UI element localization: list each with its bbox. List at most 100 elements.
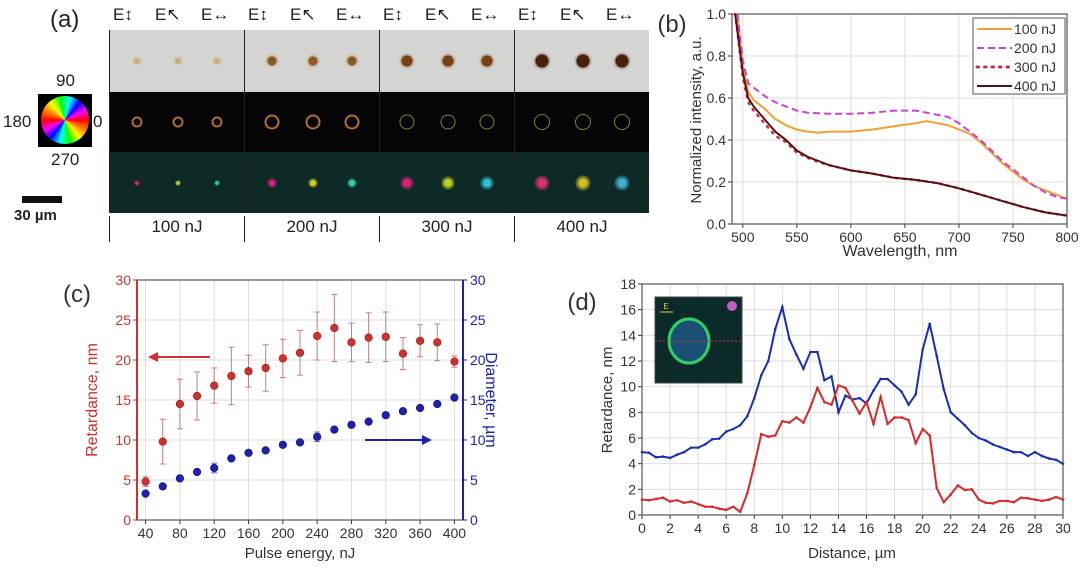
- x-tick-label: 40: [138, 525, 154, 541]
- birefringence-spot: [267, 178, 277, 188]
- legend-entry: 300 nJ: [1014, 59, 1056, 75]
- brightfield-spot: [347, 56, 357, 66]
- darkfield-ring: [440, 114, 455, 130]
- x-tick-label: 6: [722, 520, 730, 536]
- darkfield-ring: [305, 114, 320, 130]
- y-tick-label: 0: [628, 507, 636, 523]
- profile-point: [1061, 462, 1065, 465]
- x-tick-label: 18: [887, 520, 903, 536]
- micrograph-column-4: [514, 30, 649, 213]
- diameter-point: [313, 432, 322, 441]
- profile-point: [724, 508, 728, 512]
- y-tick-label: 0.6: [707, 90, 727, 106]
- profile-point: [1033, 450, 1037, 454]
- profile-point: [724, 430, 728, 433]
- profile-point: [1054, 458, 1058, 462]
- brightfield-spot: [308, 56, 317, 66]
- profile-point: [956, 417, 960, 421]
- profile-point: [668, 456, 672, 460]
- profile-point: [921, 348, 924, 351]
- profile-point: [851, 399, 854, 403]
- darkfield-ring: [264, 114, 280, 130]
- x-axis-title: Wavelength, nm: [842, 243, 957, 260]
- profile-point: [752, 396, 756, 400]
- profile-point: [640, 498, 644, 501]
- brightfield-spot: [267, 56, 277, 66]
- x-tick-label: 800: [1055, 229, 1079, 245]
- y-tick-label: 0.0: [707, 216, 727, 232]
- x-tick-label: 22: [943, 520, 959, 536]
- y-tick-label: 0.8: [707, 48, 727, 64]
- profile-point: [865, 400, 868, 404]
- diameter-point: [192, 467, 202, 477]
- micrograph-row1: [245, 30, 379, 92]
- x-tick-label: 550: [785, 229, 809, 245]
- micrograph-row3: [380, 152, 514, 213]
- profile-point: [640, 450, 644, 454]
- profile-point: [977, 436, 981, 440]
- profile-point: [788, 421, 791, 424]
- brightfield-spot: [213, 58, 220, 64]
- panel-d-label: (d): [567, 289, 596, 316]
- profile-point: [745, 414, 749, 418]
- y-axis-title: Normalized intensity, a.u.: [688, 36, 705, 203]
- retardance-point: [244, 367, 253, 376]
- profile-point: [914, 393, 917, 396]
- profile-point: [675, 453, 679, 456]
- profile-point: [1012, 450, 1016, 454]
- diameter-point: [278, 440, 287, 449]
- y-tick-label: 10: [620, 379, 636, 395]
- diameter-point: [433, 399, 442, 409]
- inset-image: E: [654, 296, 743, 384]
- profile-point: [837, 384, 840, 387]
- profile-point: [809, 405, 812, 409]
- y-tick-label: 25: [115, 312, 131, 328]
- darkfield-ring: [131, 116, 143, 128]
- y-tick-label: 4: [628, 456, 636, 472]
- profile-point: [914, 441, 917, 445]
- profile-point: [745, 491, 749, 495]
- profile-line-red: [641, 384, 1064, 514]
- profile-point: [858, 412, 861, 415]
- x-tick-label: 4: [694, 520, 702, 536]
- profile-point: [900, 416, 903, 419]
- profile-point: [731, 505, 735, 508]
- profile-point: [949, 411, 953, 414]
- profile-point: [928, 434, 931, 437]
- profile-point: [858, 396, 861, 400]
- x-tick-label: 16: [859, 520, 875, 536]
- profile-point: [928, 322, 931, 326]
- diameter-point: [227, 454, 236, 463]
- profile-point: [823, 378, 826, 382]
- profile-point: [830, 375, 833, 378]
- x-tick-label: 750: [1001, 229, 1025, 245]
- y-right-tick-label: 20: [470, 352, 486, 368]
- profile-point: [689, 446, 693, 449]
- profile-point: [879, 377, 882, 381]
- profile-point: [1047, 498, 1051, 501]
- energy-label: 200 nJ: [244, 216, 379, 242]
- profile-point: [935, 354, 938, 358]
- y-tick-label: 0.4: [707, 132, 727, 148]
- polarization-header: E↕: [518, 5, 538, 24]
- y-tick-label: 16: [620, 302, 636, 318]
- micrograph-column-1: [109, 30, 244, 213]
- profile-point: [809, 350, 812, 354]
- profile-point: [1026, 454, 1030, 458]
- x-tick-label: 360: [408, 525, 432, 541]
- profile-point: [942, 500, 946, 504]
- profile-point: [1019, 450, 1023, 454]
- diameter-point: [450, 393, 459, 402]
- x-tick-label: 200: [271, 525, 295, 541]
- profile-point: [717, 437, 721, 440]
- profile-point: [654, 497, 658, 501]
- profile-point: [781, 420, 784, 423]
- profile-point: [1054, 495, 1058, 499]
- legend-entry: 100 nJ: [1014, 21, 1056, 37]
- micrograph-grid: [109, 30, 649, 213]
- profile-point: [774, 434, 777, 437]
- series-line-400-nJ: [734, 13, 1068, 217]
- darkfield-ring: [613, 114, 630, 130]
- birefringence-spot: [574, 175, 591, 191]
